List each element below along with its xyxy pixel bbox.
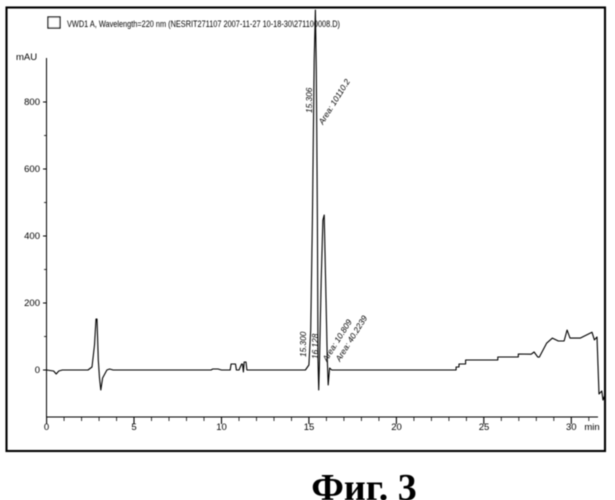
svg-text:15.306: 15.306 <box>304 87 314 113</box>
svg-text:400: 400 <box>24 231 40 242</box>
svg-text:200: 200 <box>24 298 40 309</box>
svg-text:15: 15 <box>304 422 315 433</box>
svg-text:20: 20 <box>391 422 402 433</box>
svg-text:800: 800 <box>24 97 40 108</box>
svg-text:600: 600 <box>24 164 40 175</box>
svg-text:15.300: 15.300 <box>298 331 308 357</box>
svg-text:Фиг. 3: Фиг. 3 <box>311 467 417 500</box>
svg-text:min: min <box>584 422 599 433</box>
svg-text:16.128: 16.128 <box>310 333 320 359</box>
svg-text:0: 0 <box>44 422 49 433</box>
svg-text:mAU: mAU <box>16 52 37 63</box>
svg-text:25: 25 <box>479 422 490 433</box>
svg-text:VWD1 A, Wavelength=220 nm (NES: VWD1 A, Wavelength=220 nm (NESRIT271107 … <box>67 19 340 29</box>
svg-text:0: 0 <box>35 365 40 376</box>
svg-text:10: 10 <box>216 422 227 433</box>
svg-text:5: 5 <box>131 422 136 433</box>
svg-text:30: 30 <box>566 422 577 433</box>
